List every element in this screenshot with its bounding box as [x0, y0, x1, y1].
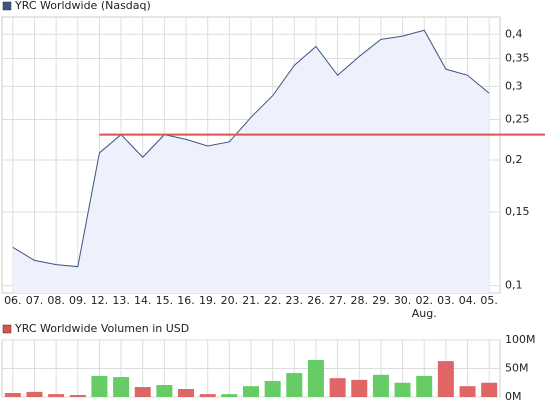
x-tick-label: 14. [134, 294, 152, 307]
x-tick-label: 27. [329, 294, 347, 307]
volume-bar [199, 394, 216, 397]
volume-bar [437, 361, 454, 397]
volume-bar [351, 379, 368, 397]
x-tick-label: 12. [91, 294, 109, 307]
y-tick-label: 0M [505, 390, 522, 403]
x-tick-label: 29. [372, 294, 390, 307]
y-tick-label: 0,4 [505, 27, 523, 40]
x-tick-label: 28. [351, 294, 369, 307]
x-tick-label: 16. [177, 294, 195, 307]
x-tick-label: 23. [286, 294, 304, 307]
volume-bar [134, 387, 151, 397]
legend-swatch [2, 1, 12, 11]
x-tick-label: 03. [437, 294, 455, 307]
x-tick-label: 02. [415, 294, 433, 307]
volume-bar [264, 381, 281, 397]
volume-bar [372, 374, 389, 397]
y-tick-label: 0,2 [505, 153, 523, 166]
y-tick-label: 100M [505, 333, 536, 346]
area [12, 30, 490, 294]
x-tick-label: 26. [307, 294, 325, 307]
price-line [12, 29, 490, 268]
volume-bar [221, 394, 238, 397]
x-tick-label: 15. [156, 294, 174, 307]
volume-bar [307, 359, 324, 397]
x-tick-label: 06. [4, 294, 22, 307]
legend-swatch [2, 324, 12, 334]
volume-bar [286, 373, 303, 397]
x-tick-label: 08. [47, 294, 65, 307]
volume-bar [394, 382, 411, 397]
legend-label: YRC Worldwide Volumen in USD [14, 322, 189, 335]
volume-bar [4, 393, 21, 397]
volume-bar [48, 394, 65, 397]
volume-bar [481, 382, 498, 397]
volume-bar [243, 386, 259, 397]
volume-bar [26, 391, 43, 397]
y-tick-label: 0,35 [505, 51, 530, 64]
x-tick-label: 30. [394, 294, 412, 307]
x-tick-label: 21. [242, 294, 260, 307]
y-tick-label: 50M [505, 362, 529, 375]
volume-bar [329, 378, 346, 397]
legend-label: YRC Worldwide (Nasdaq) [14, 0, 151, 12]
month-label: Aug. [412, 307, 437, 320]
y-tick-label: 0,3 [505, 79, 523, 92]
y-tick-label: 0,1 [505, 279, 523, 292]
x-tick-label: 07. [26, 294, 44, 307]
x-tick-label: 19. [199, 294, 217, 307]
volume-bar [459, 386, 476, 397]
x-tick-label: 09. [69, 294, 87, 307]
volume-bar [156, 385, 173, 397]
x-tick-label: 13. [112, 294, 130, 307]
volume-bar [91, 375, 108, 397]
volume-bar [416, 375, 433, 397]
volume-bar [178, 389, 195, 397]
volume-bar [113, 377, 130, 397]
x-tick-label: 22. [264, 294, 282, 307]
volume-bar [69, 395, 86, 397]
x-tick-label: 04. [459, 294, 477, 307]
y-tick-label: 0,25 [505, 112, 530, 125]
y-tick-label: 0,15 [505, 205, 530, 218]
x-tick-label: 05. [480, 294, 498, 307]
x-tick-label: 20. [221, 294, 239, 307]
